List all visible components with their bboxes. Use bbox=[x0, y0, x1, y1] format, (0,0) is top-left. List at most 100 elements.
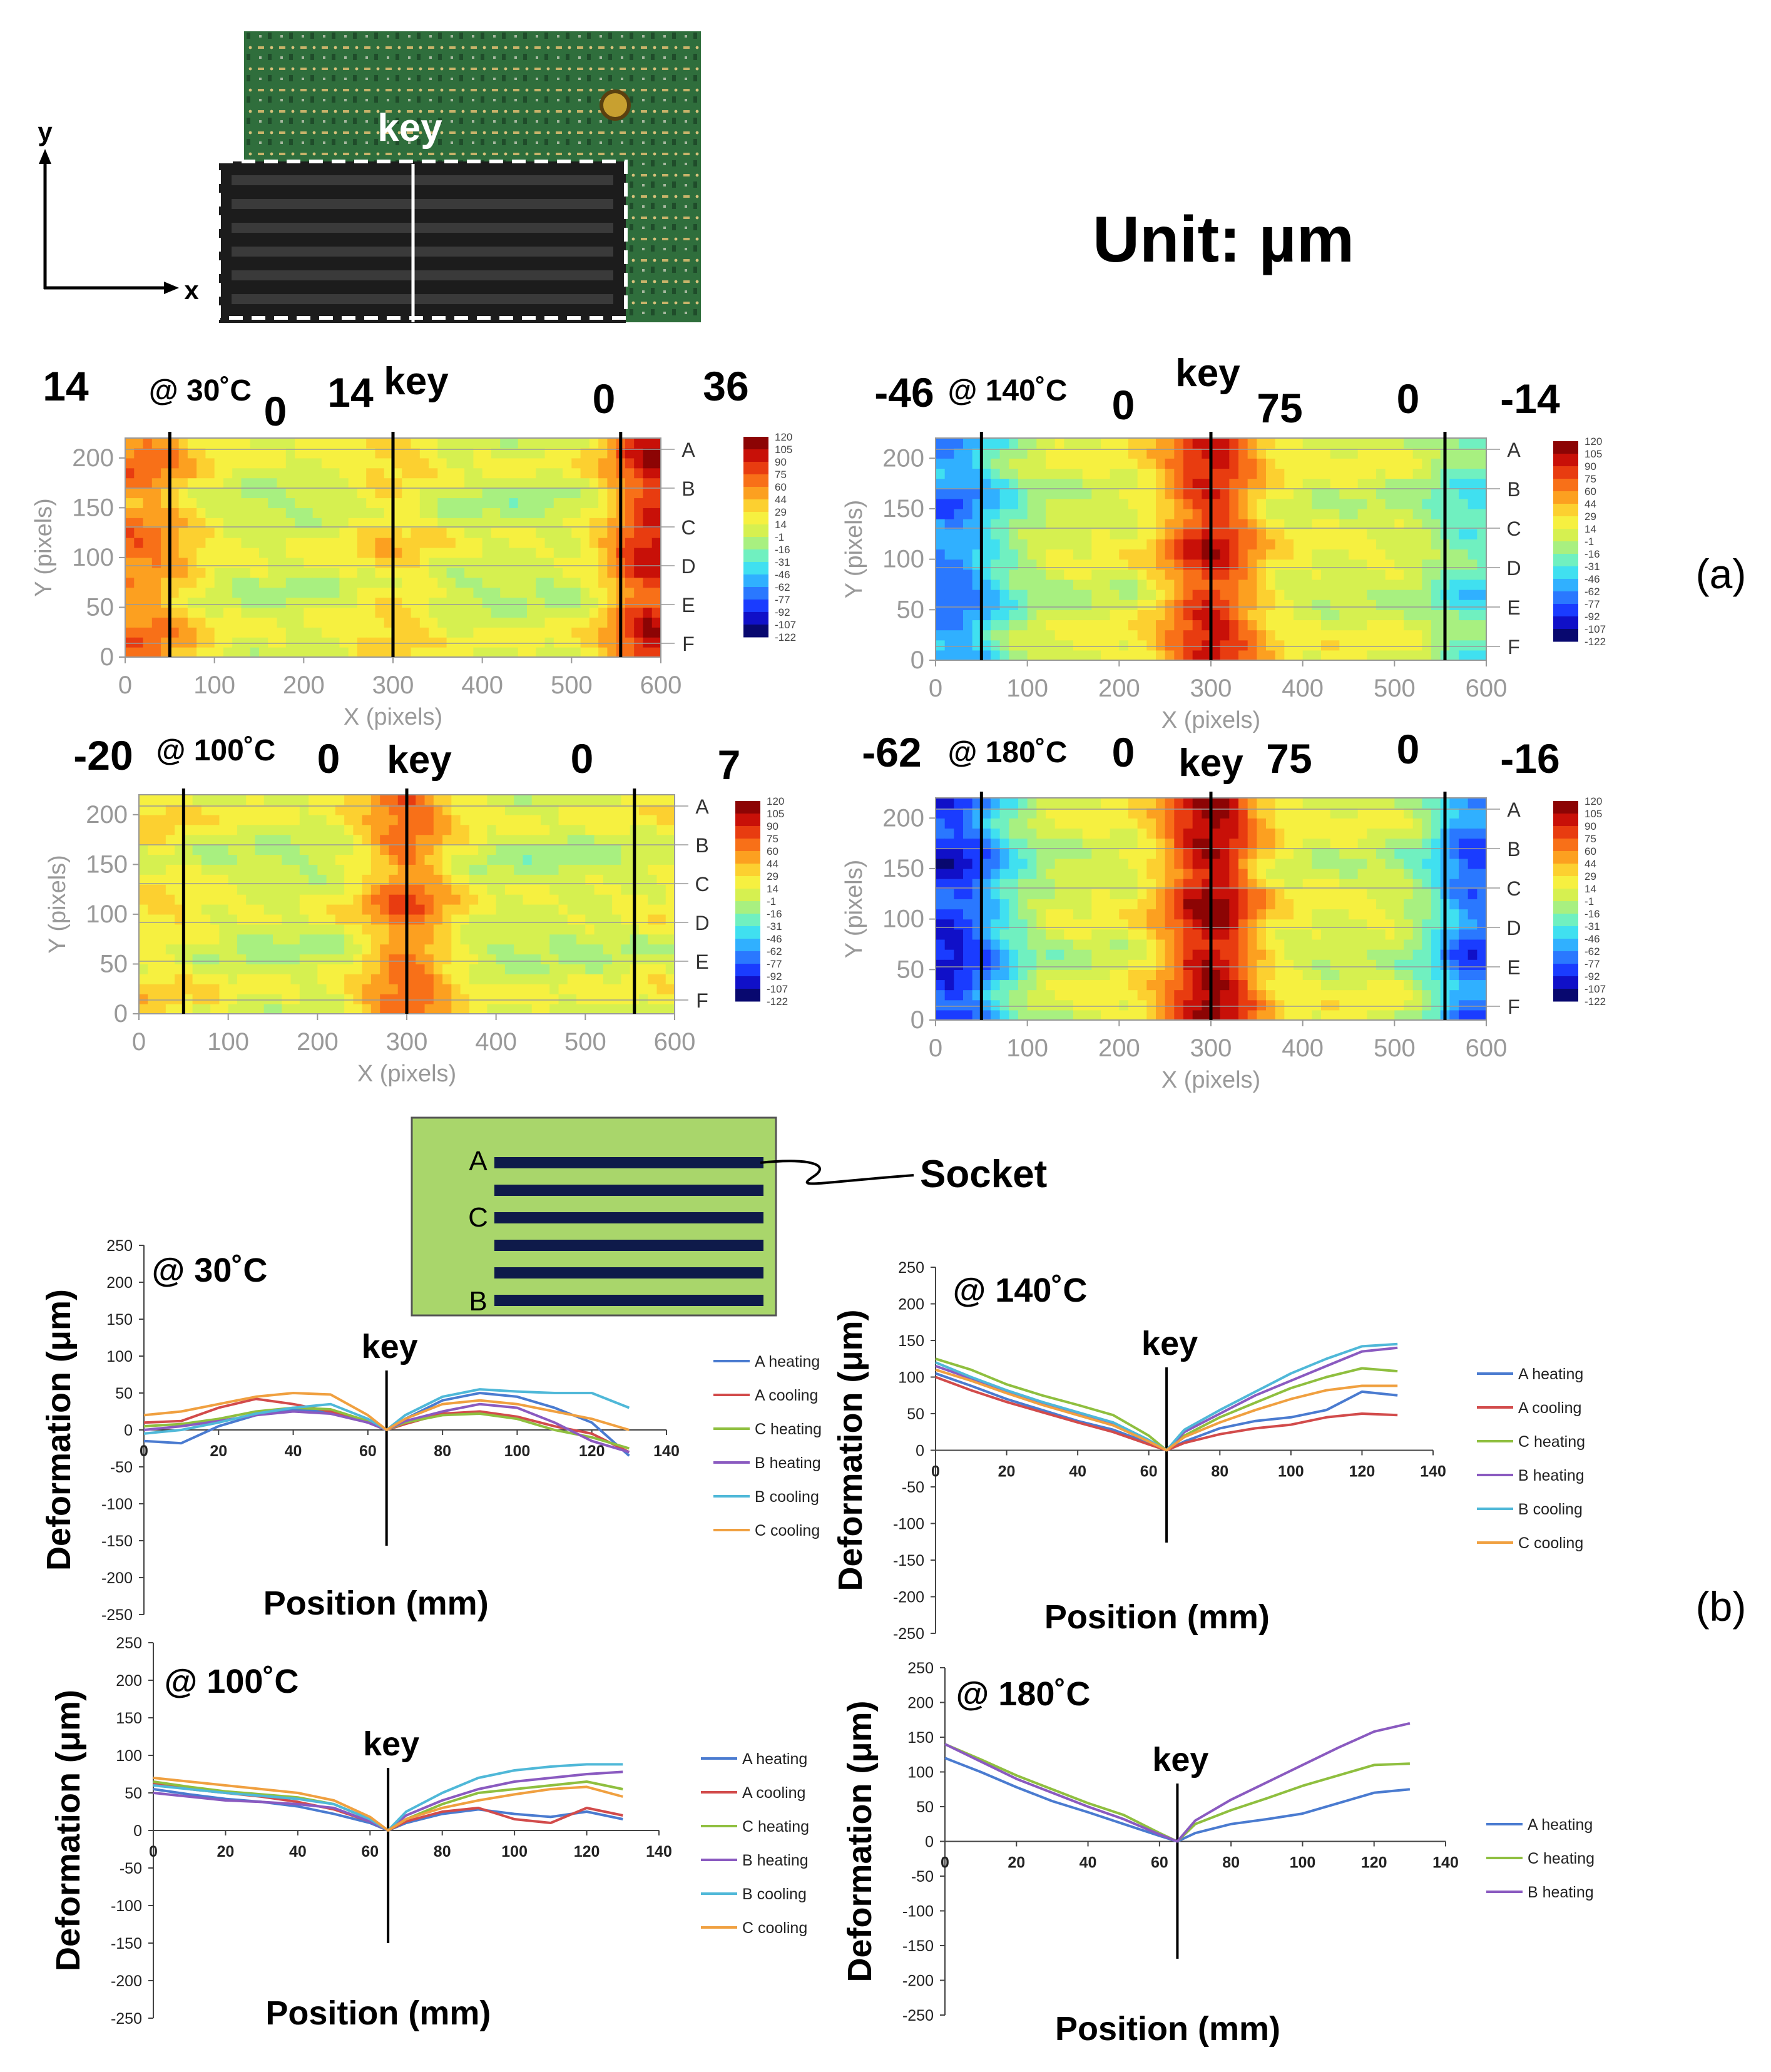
heatmap-cell bbox=[514, 824, 524, 835]
heatmap-cell bbox=[1027, 979, 1037, 991]
heatmap-cell bbox=[175, 824, 184, 835]
colorbar-swatch bbox=[1553, 491, 1578, 504]
heatmap-cell bbox=[139, 914, 148, 925]
heatmap-cell bbox=[148, 884, 158, 895]
heatmap-cell bbox=[411, 487, 421, 499]
heatmap-cell bbox=[963, 539, 973, 550]
heatmap-cell bbox=[330, 457, 340, 469]
heatmap-cell bbox=[1238, 879, 1248, 889]
heatmap-cell bbox=[446, 538, 456, 548]
heatmap-cell bbox=[139, 924, 148, 935]
heatmap-cell bbox=[416, 884, 426, 895]
heatmap-cell bbox=[402, 557, 412, 568]
heatmap-cell bbox=[1294, 650, 1304, 661]
heatmap-cell bbox=[1321, 508, 1331, 519]
heatmap-cell bbox=[1339, 508, 1349, 519]
heatmap-cell bbox=[1183, 579, 1193, 590]
heatmap-cell bbox=[531, 974, 541, 984]
heatmap-cell bbox=[963, 889, 973, 899]
heatmap-cell bbox=[527, 508, 536, 518]
heatmap-cell bbox=[1412, 650, 1422, 661]
heatmap-cell bbox=[1073, 448, 1083, 459]
heatmap-cell bbox=[1091, 549, 1101, 560]
heatmap-cell bbox=[1211, 478, 1221, 489]
heatmap-cell bbox=[362, 834, 372, 845]
heatmap-cell bbox=[1339, 589, 1349, 600]
heatmap-cell bbox=[1128, 979, 1138, 991]
heatmap-cell bbox=[416, 864, 426, 875]
heatmap-cell bbox=[576, 914, 586, 925]
heatmap-cell bbox=[1422, 549, 1432, 560]
heatmap-cell bbox=[255, 934, 265, 945]
heatmap-cell bbox=[1449, 498, 1459, 509]
heatmap-cell bbox=[1027, 949, 1037, 960]
heatmap-row-label-a: A bbox=[681, 439, 695, 461]
heatmap-cell bbox=[1312, 468, 1322, 479]
heatmap-cell bbox=[464, 477, 474, 489]
heatmap-cell bbox=[299, 944, 309, 955]
heatmap-cell bbox=[972, 1009, 982, 1021]
heatmap-cell bbox=[1257, 539, 1267, 550]
heatmap-cell bbox=[500, 438, 510, 449]
heatmap-cell bbox=[1146, 650, 1156, 661]
heatmap-cell bbox=[1238, 569, 1248, 580]
heatmap-cell bbox=[1046, 589, 1056, 600]
heatmap-ytick-label: 0 bbox=[114, 1000, 128, 1028]
heatmap-cell bbox=[487, 944, 497, 955]
heatmap-cell bbox=[282, 914, 292, 925]
heatmap-cell bbox=[1110, 549, 1120, 560]
heatmap-cell bbox=[402, 438, 412, 449]
heatmap-cell bbox=[509, 637, 519, 648]
heatmap-cell bbox=[424, 984, 434, 994]
heatmap-cell bbox=[500, 467, 510, 479]
heatmap-cell bbox=[1073, 468, 1083, 479]
heatmap-cell bbox=[1330, 498, 1340, 509]
heatmap-cell bbox=[442, 954, 452, 965]
heatmap-y-axis-label: Y (pixels) bbox=[841, 500, 867, 599]
heatmap-cell bbox=[1128, 798, 1138, 809]
heatmap-cell bbox=[558, 944, 568, 955]
heatmap-cell bbox=[1394, 448, 1404, 459]
heatmap-cell bbox=[1349, 579, 1359, 590]
heatmap-cell bbox=[514, 864, 524, 875]
heatmap-cell bbox=[285, 557, 295, 568]
heatmap-cell bbox=[1220, 959, 1230, 970]
heatmap-cell bbox=[1275, 650, 1285, 661]
heatmap-cell bbox=[237, 854, 247, 865]
heatmap-cell bbox=[237, 924, 247, 935]
heatmap-cell bbox=[196, 467, 206, 479]
heatmap-cell bbox=[460, 864, 470, 875]
heatmap-cell bbox=[282, 1004, 292, 1014]
heatmap-cell bbox=[246, 814, 256, 825]
heatmap-cell bbox=[295, 577, 304, 588]
heatmap-cell bbox=[1018, 508, 1028, 519]
heatmap-cell bbox=[936, 630, 946, 641]
heatmap-cell bbox=[487, 1004, 497, 1014]
heatmap-cell bbox=[419, 508, 429, 518]
heatmap-cell bbox=[187, 587, 197, 598]
heatmap-cell bbox=[201, 804, 211, 815]
heatmap-cell bbox=[143, 637, 153, 648]
heatmap-cell bbox=[1422, 508, 1432, 519]
heatmap-cell bbox=[290, 804, 300, 815]
heatmap-cell bbox=[527, 467, 536, 479]
colorbar-tick-label: 75 bbox=[1585, 473, 1596, 485]
heatmap-cell bbox=[1467, 549, 1478, 560]
heatmap-cell bbox=[1302, 600, 1312, 610]
heatmap-cell bbox=[161, 647, 170, 658]
heatmap-cell bbox=[143, 467, 153, 479]
heatmap-cell bbox=[1156, 610, 1166, 621]
heatmap-cell bbox=[437, 587, 447, 598]
heatmap-cell bbox=[205, 548, 215, 558]
heatmap-cell bbox=[321, 447, 331, 459]
heatmap-cell bbox=[1009, 478, 1019, 489]
heatmap-cell bbox=[273, 804, 282, 815]
heatmap-cell bbox=[1202, 989, 1212, 1001]
heatmap-cell bbox=[339, 487, 349, 499]
heatmap-annotation-0: 0 bbox=[317, 735, 340, 782]
heatmap-cell bbox=[1110, 969, 1120, 981]
heatmap-cell bbox=[991, 438, 1001, 449]
heatmap-cell bbox=[1101, 798, 1111, 809]
heatmap-cell bbox=[469, 864, 479, 875]
heatmap-cell bbox=[380, 854, 390, 865]
